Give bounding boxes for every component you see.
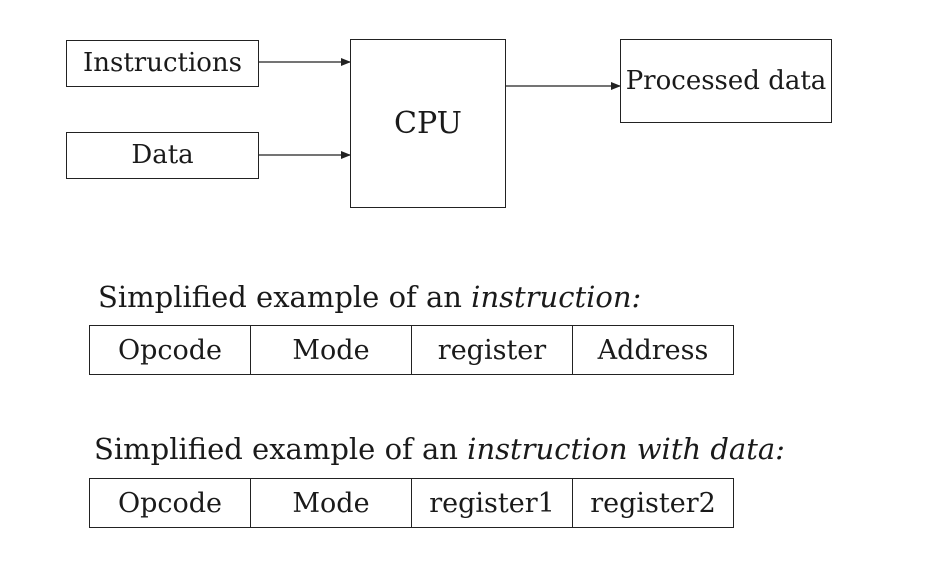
instructions-box: Instructions xyxy=(66,40,259,87)
opcode-field: Opcode xyxy=(89,325,251,375)
caption-emphasis: instruction: xyxy=(471,280,642,314)
cpu-box: CPU xyxy=(350,39,506,208)
register-field: register xyxy=(411,325,573,375)
mode-field: Mode xyxy=(250,478,412,528)
processed-data-label: Processed data xyxy=(625,65,827,96)
processed-data-box: Processed data xyxy=(620,39,832,123)
cpu-label: CPU xyxy=(394,105,462,141)
data-label: Data xyxy=(131,140,194,171)
instruction-with-data-format-table: Opcode Mode register1 register2 xyxy=(89,478,734,528)
table-row: Opcode Mode register1 register2 xyxy=(89,478,734,528)
caption-text: Simplified example of an xyxy=(98,280,472,314)
instruction-with-data-caption: Simplified example of an instruction wit… xyxy=(94,432,785,466)
address-field: Address xyxy=(572,325,734,375)
data-box: Data xyxy=(66,132,259,179)
instructions-label: Instructions xyxy=(82,48,243,79)
instruction-format-table: Opcode Mode register Address xyxy=(89,325,734,375)
register1-field: register1 xyxy=(411,478,573,528)
opcode-field: Opcode xyxy=(89,478,251,528)
register2-field: register2 xyxy=(572,478,734,528)
mode-field: Mode xyxy=(250,325,412,375)
caption-text: Simplified example of an xyxy=(94,432,468,466)
instruction-example-caption: Simplified example of an instruction: xyxy=(98,280,641,314)
table-row: Opcode Mode register Address xyxy=(89,325,734,375)
caption-emphasis: instruction with data: xyxy=(467,432,785,466)
